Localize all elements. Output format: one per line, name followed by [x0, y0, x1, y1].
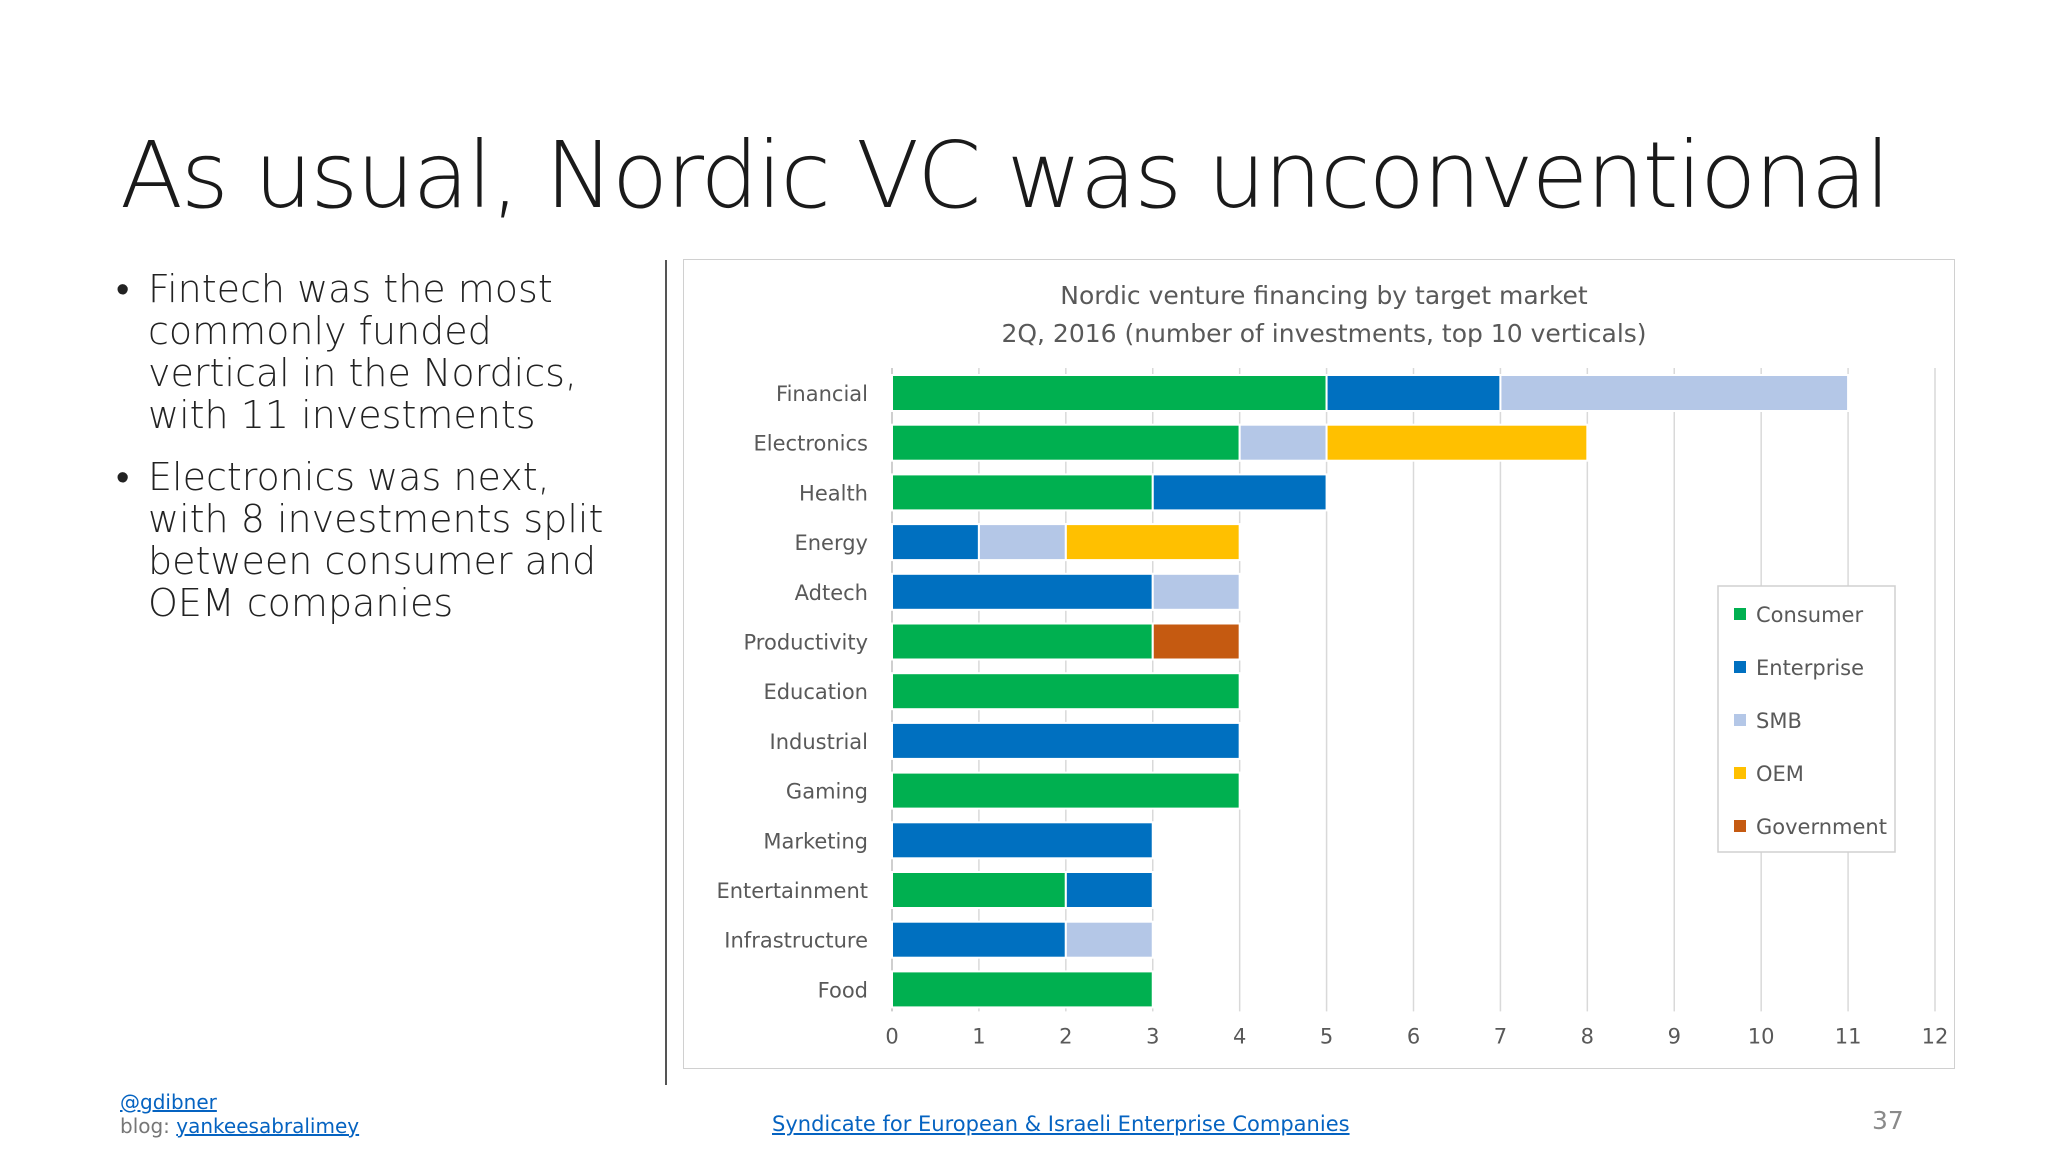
legend-swatch [1734, 820, 1746, 832]
x-tick-label: 3 [1146, 1024, 1159, 1048]
vertical-divider [665, 260, 667, 1085]
blog-link[interactable]: yankeesabralimey [176, 1114, 360, 1138]
category-label: Industrial [770, 730, 869, 754]
bar-segment [1238, 423, 1328, 462]
legend-swatch [1734, 767, 1746, 779]
bar-segment [891, 821, 1154, 860]
x-tick-label: 10 [1748, 1024, 1775, 1048]
bullet-item: Fintech was the most commonly funded ver… [110, 268, 640, 436]
category-label: Entertainment [716, 879, 868, 903]
category-labels: Financial Electronics Health Energy Adtech Pr… [716, 382, 868, 1002]
page-number: 37 [1872, 1106, 1904, 1135]
x-tick-label: 11 [1835, 1024, 1862, 1048]
bar-segment [891, 374, 1328, 412]
bar-segment [1325, 374, 1502, 412]
category-label: Health [799, 481, 868, 505]
x-tick-label: 9 [1668, 1024, 1681, 1048]
x-tick-label: 0 [885, 1024, 898, 1048]
legend-swatch [1734, 714, 1746, 726]
category-label: Infrastructure [724, 929, 868, 953]
legend-box [1717, 585, 1896, 853]
legend-swatch [1734, 608, 1746, 620]
category-label: Adtech [795, 581, 868, 605]
bar-segment [1064, 871, 1154, 909]
x-tick-label: 7 [1494, 1024, 1507, 1048]
x-tick-label: 12 [1922, 1024, 1949, 1048]
bar-segment [891, 871, 1067, 909]
x-tick-label: 8 [1581, 1024, 1594, 1048]
bar-segment [891, 721, 1241, 760]
bar-segment [1499, 374, 1850, 412]
bars [891, 374, 1850, 1009]
bar-segment [891, 572, 1154, 611]
bullet-list: Fintech was the most commonly funded ver… [110, 268, 640, 644]
bar-segment [1064, 920, 1154, 959]
bar-segment [891, 473, 1154, 512]
syndicate-link[interactable]: Syndicate for European & Israeli Enterpr… [772, 1112, 1350, 1136]
x-tick-label: 5 [1320, 1024, 1333, 1048]
chart-title: Nordic venture financing by target marke… [1060, 281, 1588, 310]
bar-segment [891, 920, 1067, 959]
bar-segment [1064, 523, 1241, 562]
chart-frame: Nordic venture financing by target marke… [683, 259, 1955, 1069]
handle-link[interactable]: @gdibner [120, 1090, 217, 1114]
footer-blog: blog: yankeesabralimey [120, 1114, 359, 1138]
bar-segment [891, 970, 1154, 1009]
category-label: Gaming [786, 780, 868, 804]
footer-syndicate[interactable]: Syndicate for European & Israeli Enterpr… [772, 1112, 1350, 1136]
bar-segment [891, 622, 1154, 661]
x-tick-label: 2 [1059, 1024, 1072, 1048]
legend-swatch [1734, 661, 1746, 673]
legend-label: OEM [1756, 762, 1804, 786]
category-label: Food [818, 978, 868, 1002]
category-label: Financial [776, 382, 868, 406]
legend-label: SMB [1756, 709, 1802, 733]
category-label: Energy [794, 531, 868, 555]
bar-segment [1325, 423, 1589, 462]
bullet-item: Electronics was next, with 8 investments… [110, 456, 640, 624]
slide-title: As usual, Nordic VC was unconventional [120, 122, 1891, 229]
category-label: Electronics [754, 432, 868, 456]
x-tick-labels: 0 1 2 3 4 5 6 7 8 9 10 11 12 [885, 1024, 1948, 1048]
x-tick-label: 6 [1407, 1024, 1420, 1048]
x-tick-label: 4 [1233, 1024, 1246, 1048]
bar-segment [1151, 473, 1328, 512]
legend: Consumer Enterprise SMB OEM Government [1717, 585, 1896, 853]
category-label: Productivity [744, 631, 869, 655]
bar-segment [891, 523, 980, 562]
footer-handle[interactable]: @gdibner [120, 1090, 217, 1114]
legend-label: Enterprise [1756, 656, 1864, 680]
bar-segment [891, 771, 1241, 810]
chart-subtitle: 2Q, 2016 (number of investments, top 10 … [1001, 319, 1646, 348]
x-tick-label: 1 [972, 1024, 985, 1048]
legend-label: Government [1756, 815, 1887, 839]
blog-prefix: blog: [120, 1114, 177, 1138]
bar-chart: Nordic venture financing by target marke… [716, 281, 1948, 1048]
category-label: Marketing [763, 829, 868, 853]
category-label: Education [763, 680, 868, 704]
bar-segment [977, 523, 1067, 562]
bar-segment [891, 672, 1241, 711]
bar-segment [1151, 622, 1241, 661]
bar-segment [1151, 572, 1241, 611]
bar-segment [891, 423, 1241, 462]
legend-label: Consumer [1756, 603, 1863, 627]
